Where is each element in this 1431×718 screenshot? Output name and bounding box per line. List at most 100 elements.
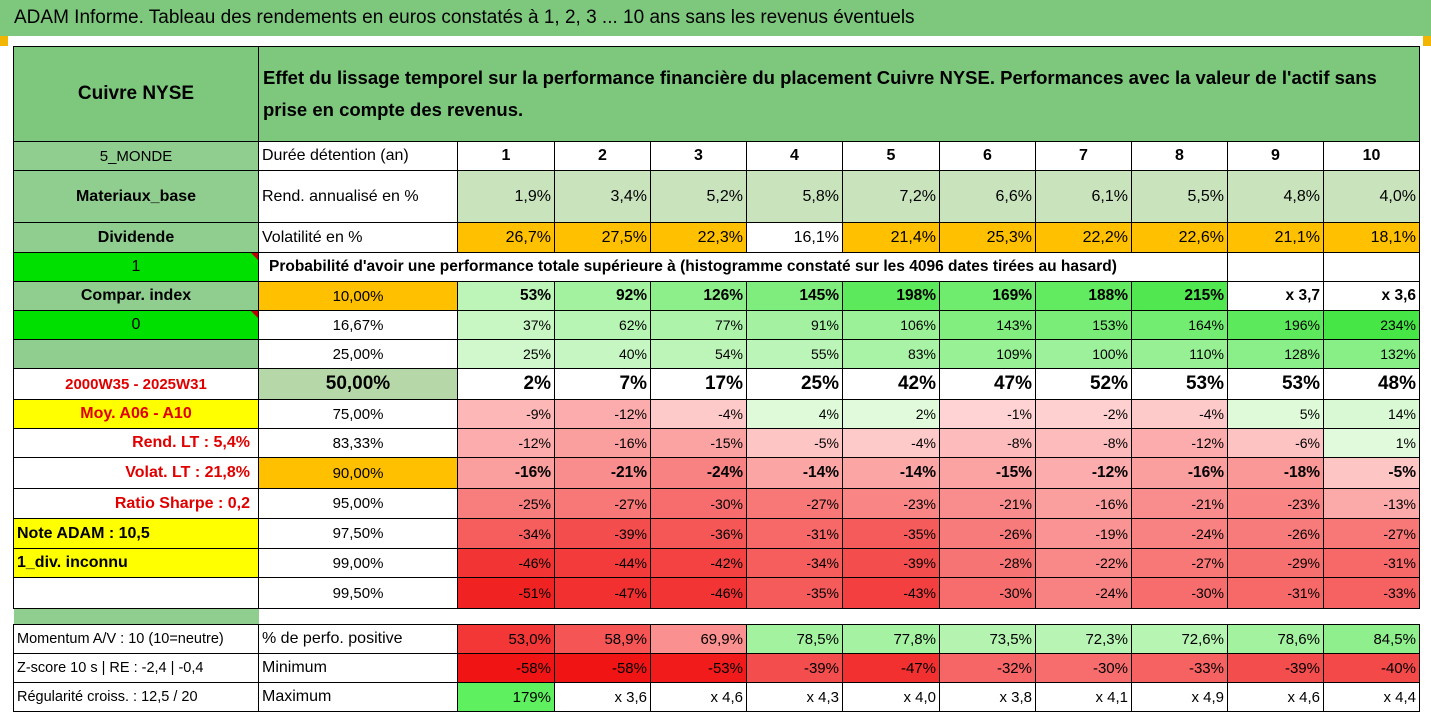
quantile-value-4: 4% (746, 399, 843, 429)
corner-marker-right (1423, 36, 1431, 46)
side-label: Ratio Sharpe : 0,2 (13, 488, 259, 519)
quantile-value-6: 47% (939, 368, 1036, 400)
region-label: 5_MONDE (13, 141, 259, 171)
volatility-1: 26,7% (457, 222, 555, 253)
quantile-pct: 99,00% (258, 548, 458, 578)
footer-value-2: 58,9% (554, 624, 651, 654)
quantile-value-10: 1% (1323, 428, 1420, 458)
quantile-value-6: -15% (939, 457, 1036, 489)
quantile-value-2: 62% (554, 310, 651, 340)
table-row: 25,00% 25% 40% 54% 55% 83% 109% 100% 110% 128% 132… (13, 339, 1420, 369)
quantile-value-2: -21% (554, 457, 651, 489)
quantile-value-6: -1% (939, 399, 1036, 429)
footer-value-4: -39% (746, 653, 843, 683)
duration-year-4: 4 (746, 141, 843, 171)
footer-value-6: -32% (939, 653, 1036, 683)
volatility-10: 18,1% (1323, 222, 1420, 253)
footer-row-label: % de perfo. positive (258, 624, 458, 654)
footer-value-8: x 4,9 (1131, 682, 1228, 712)
quantile-value-9: -29% (1227, 548, 1324, 578)
quantile-value-6: -8% (939, 428, 1036, 458)
quantile-value-5: 106% (842, 310, 940, 340)
quantile-value-7: -2% (1035, 399, 1132, 429)
quantile-value-2: -44% (554, 548, 651, 578)
volatility-6: 25,3% (939, 222, 1036, 253)
quantile-value-4: 145% (746, 281, 843, 311)
table-row: Dividende Volatilité en % 26,7% 27,5% 22,3% 1… (13, 222, 1420, 253)
quantile-value-8: 215% (1131, 281, 1228, 311)
quantile-value-8: -30% (1131, 577, 1228, 609)
quantile-pct: 75,00% (258, 399, 458, 429)
table-row: 2000W35 - 2025W31 50,00% 2% 7% 17% 25% 42% 47% 5… (13, 368, 1420, 400)
annual-return-6: 6,6% (939, 170, 1036, 223)
quantile-value-7: -24% (1035, 577, 1132, 609)
table-row: 99,50% -51% -47% -46% -35% -43% -30% -24% -30% -3… (13, 577, 1420, 609)
quantile-value-5: -4% (842, 428, 940, 458)
quantile-value-6: -21% (939, 488, 1036, 519)
duration-label: Durée détention (an) (258, 141, 458, 171)
annual-return-4: 5,8% (746, 170, 843, 223)
table-row: Ratio Sharpe : 0,2 95,00% -25% -27% -30% -27%… (13, 488, 1420, 519)
table-row: Moy. A06 - A10 75,00% -9% -12% -4% 4% 2% -1% -2%… (13, 399, 1420, 429)
footer-value-1: 179% (457, 682, 555, 712)
table-row: 0 16,67% 37% 62% 77% 91% 106% 143% 153% 164% 196% 2… (13, 310, 1420, 340)
footer-value-9: 78,6% (1227, 624, 1324, 654)
quantile-value-6: -30% (939, 577, 1036, 609)
side-label: Compar. index (13, 281, 259, 311)
quantile-value-9: 5% (1227, 399, 1324, 429)
volatility-2: 27,5% (554, 222, 651, 253)
quantile-value-3: -15% (650, 428, 747, 458)
footer-side-label: Momentum A/V : 10 (10=neutre) (13, 624, 259, 654)
quantile-value-3: 54% (650, 339, 747, 369)
footer-value-8: -33% (1131, 653, 1228, 683)
quantile-value-1: -34% (457, 518, 555, 549)
side-label: 2000W35 - 2025W31 (13, 368, 259, 400)
footer-value-3: x 4,6 (650, 682, 747, 712)
performance-table: Cuivre NYSE Effet du lissage temporel sur… (13, 46, 1420, 712)
quantile-pct: 95,00% (258, 488, 458, 519)
quantile-value-5: 42% (842, 368, 940, 400)
quantile-value-7: -19% (1035, 518, 1132, 549)
quantile-value-4: -35% (746, 577, 843, 609)
footer-value-8: 72,6% (1131, 624, 1228, 654)
quantile-pct: 10,00% (258, 281, 458, 311)
quantile-value-5: -23% (842, 488, 940, 519)
volatility-9: 21,1% (1227, 222, 1324, 253)
asset-name: Cuivre NYSE (13, 46, 259, 142)
quantile-value-5: 198% (842, 281, 940, 311)
header-description: Effet du lissage temporel sur la perform… (258, 46, 1420, 142)
footer-value-9: -39% (1227, 653, 1324, 683)
footer-value-5: -47% (842, 653, 940, 683)
table-row: Régularité croiss. : 12,5 / 20 Maximum 179… (13, 682, 1420, 712)
table-row: Z-score 10 s | RE : -2,4 | -0,4 Minimum -5… (13, 653, 1420, 683)
duration-year-1: 1 (457, 141, 555, 171)
duration-year-7: 7 (1035, 141, 1132, 171)
quantile-value-4: -5% (746, 428, 843, 458)
volatility-3: 22,3% (650, 222, 747, 253)
quantile-value-1: -12% (457, 428, 555, 458)
quantile-value-9: -31% (1227, 577, 1324, 609)
duration-year-8: 8 (1131, 141, 1228, 171)
quantile-value-5: -39% (842, 548, 940, 578)
quantile-value-10: -33% (1323, 577, 1420, 609)
quantile-value-2: -47% (554, 577, 651, 609)
quantile-value-6: 109% (939, 339, 1036, 369)
annual-return-label: Rend. annualisé en % (258, 170, 458, 223)
quantile-value-8: -21% (1131, 488, 1228, 519)
quantile-pct: 90,00% (258, 457, 458, 489)
footer-value-7: x 4,1 (1035, 682, 1132, 712)
quantile-value-3: 77% (650, 310, 747, 340)
footer-value-3: 69,9% (650, 624, 747, 654)
quantile-value-5: -43% (842, 577, 940, 609)
quantile-value-2: -39% (554, 518, 651, 549)
quantile-value-8: -27% (1131, 548, 1228, 578)
quantile-value-10: 14% (1323, 399, 1420, 429)
quantile-value-8: -24% (1131, 518, 1228, 549)
side-label (13, 577, 259, 609)
quantile-value-9: -23% (1227, 488, 1324, 519)
quantile-pct: 25,00% (258, 339, 458, 369)
quantile-value-1: 2% (457, 368, 555, 400)
volatility-5: 21,4% (842, 222, 940, 253)
quantile-value-3: -46% (650, 577, 747, 609)
quantile-value-7: 52% (1035, 368, 1132, 400)
